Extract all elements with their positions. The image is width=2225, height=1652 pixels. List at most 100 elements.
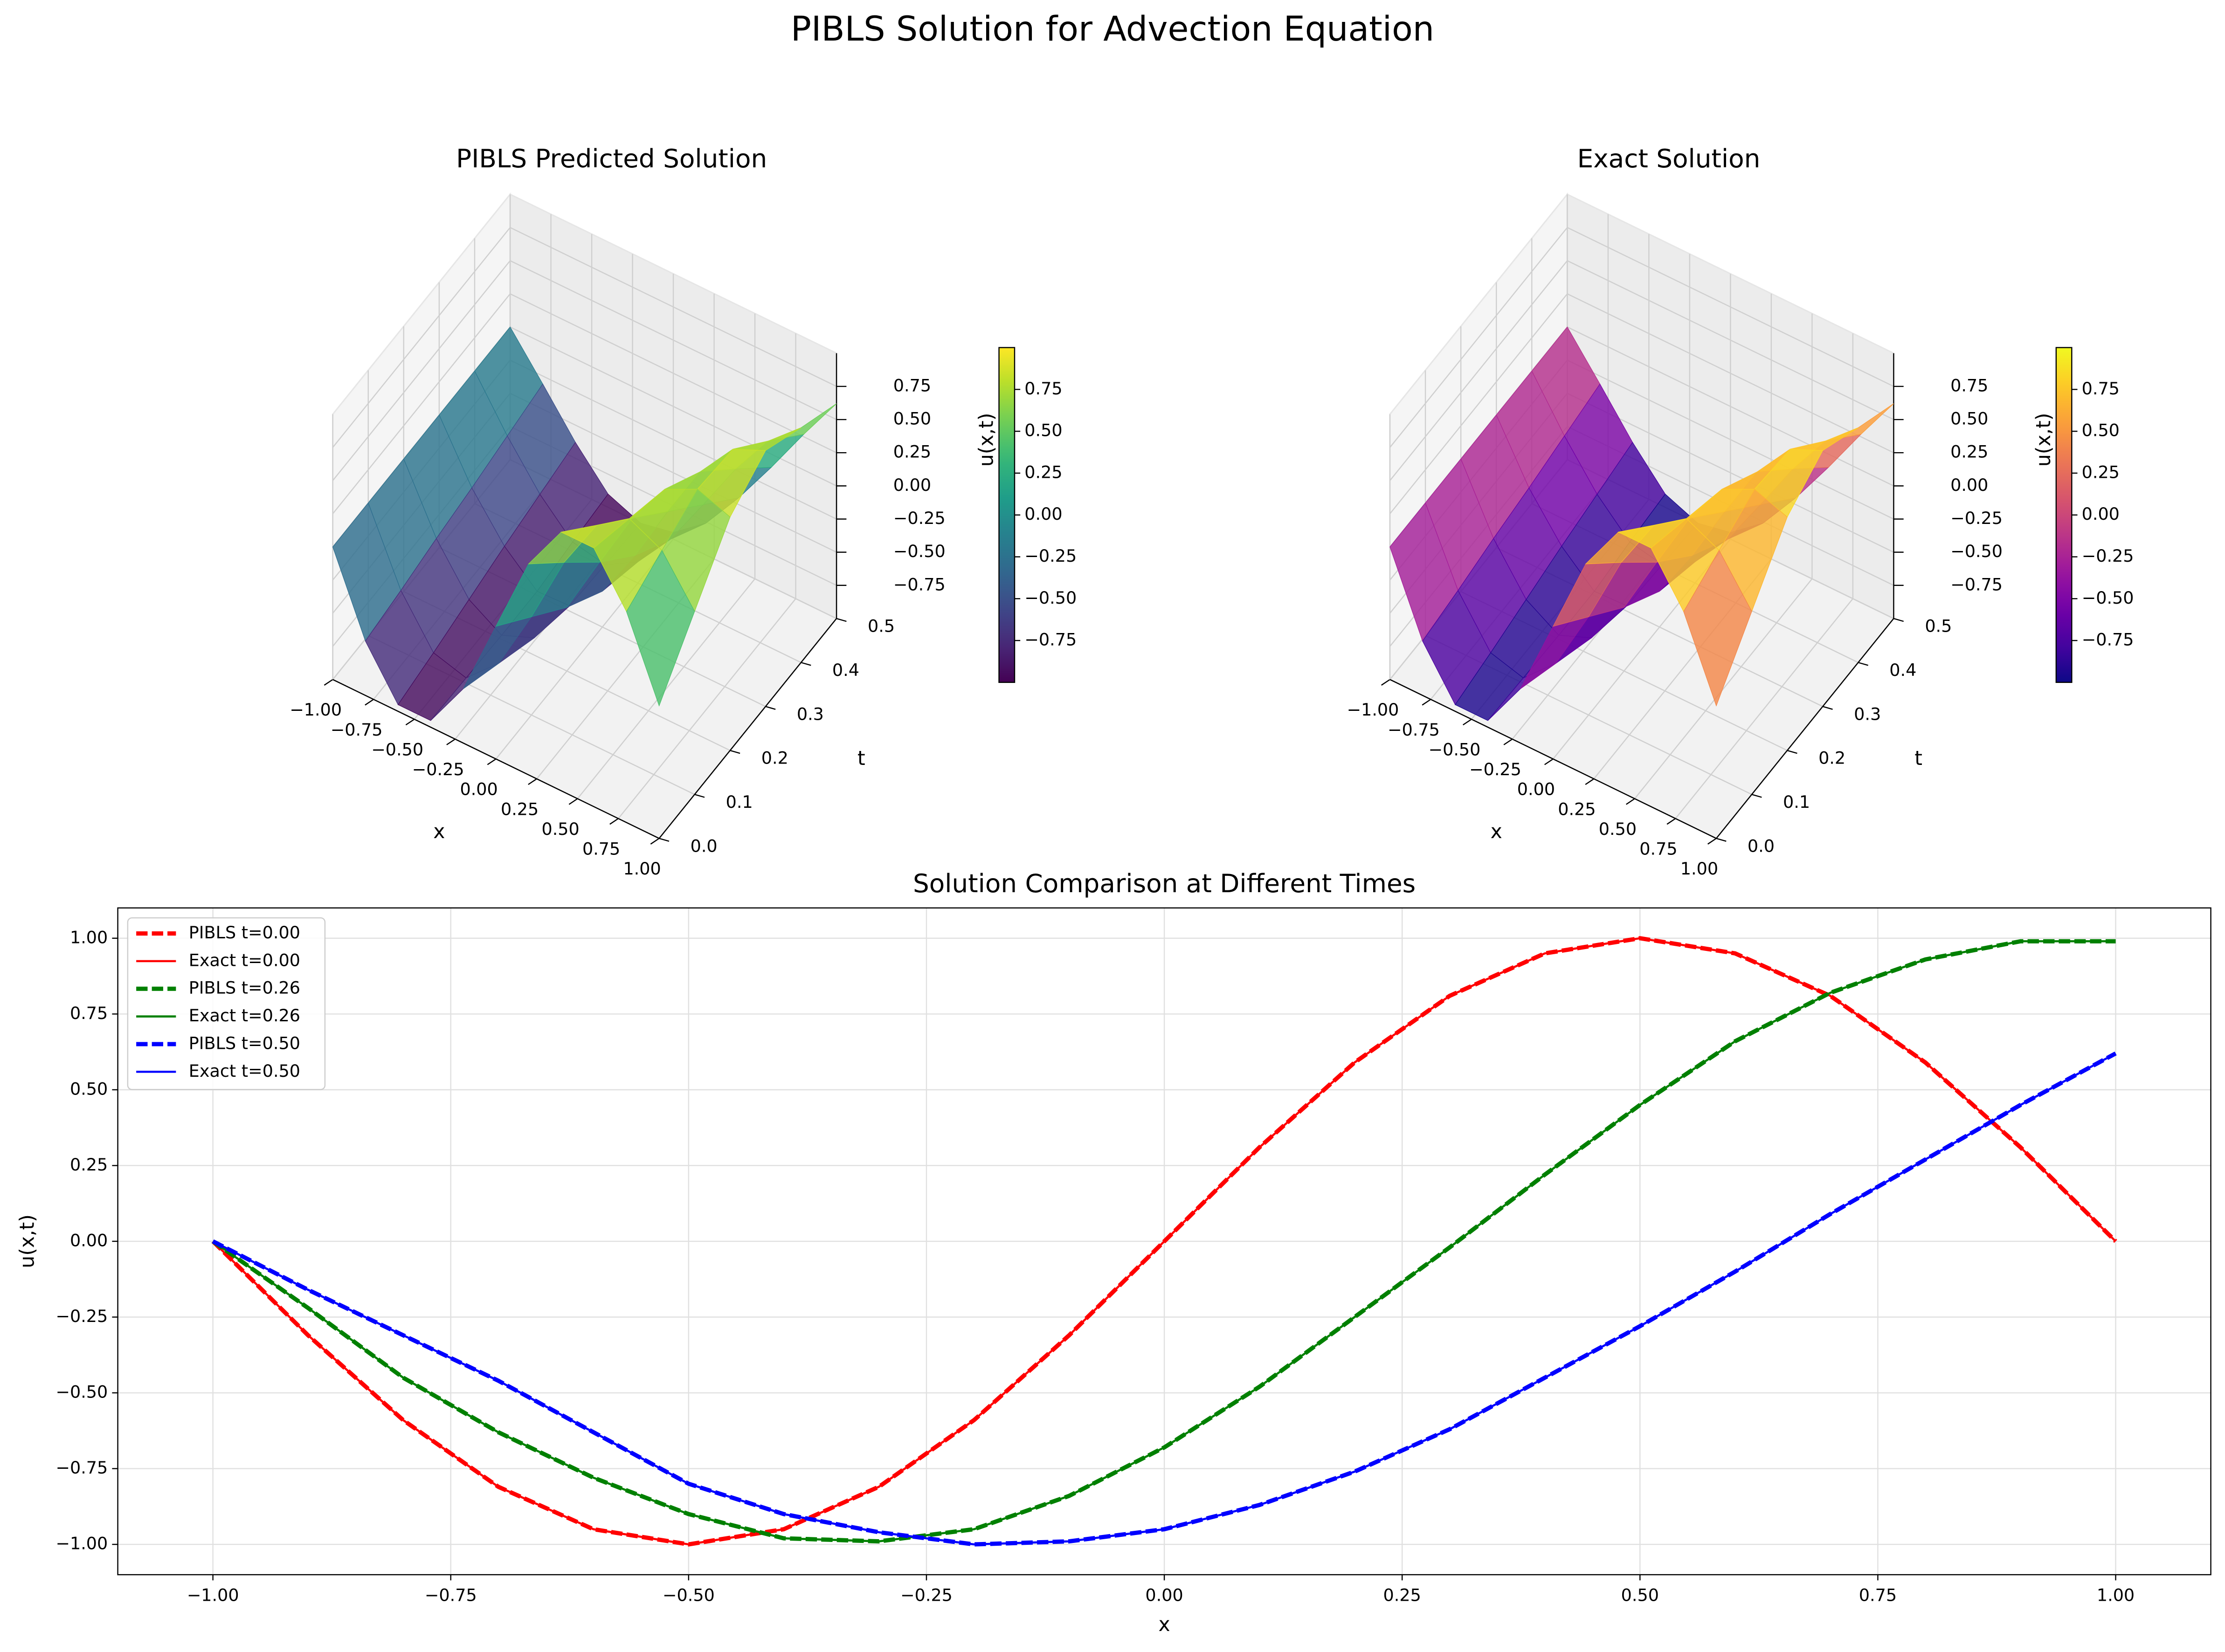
z-tick-label: −0.25 (1950, 508, 2003, 528)
grid-line (1675, 598, 1853, 819)
x-tick-label: 0.50 (541, 819, 579, 839)
y-tick-label: 0.2 (761, 748, 788, 768)
x-tick-label: 0.25 (1383, 1585, 1421, 1605)
colorbar-label: u(x,t) (2032, 413, 2055, 467)
y-tick-label: 0.00 (70, 1230, 108, 1250)
y-tick-label: 0.3 (1854, 704, 1881, 724)
y-tick-label: 0.3 (797, 704, 824, 724)
grid-line (510, 326, 837, 487)
colorbar-tick-label: −0.25 (2082, 546, 2134, 566)
y-tick-label: 0.1 (1783, 792, 1810, 812)
legend-label: Exact t=0.00 (189, 950, 300, 970)
legend (127, 917, 326, 1090)
x-tick-label: −0.25 (1469, 759, 1521, 779)
colorbar-tick-label: −0.75 (1024, 630, 1077, 650)
tick-mark (694, 794, 705, 798)
tick-mark (1544, 758, 1554, 765)
y-tick-label: 0.4 (832, 660, 859, 680)
y-tick-label: 1.00 (70, 927, 108, 947)
y-tick-label: −0.50 (55, 1382, 108, 1402)
x-tick-label: −0.50 (663, 1585, 715, 1605)
y-axis-label: u(x,t) (15, 1214, 39, 1268)
grid-line (332, 293, 511, 514)
y-axis-label: t (1914, 747, 1922, 770)
x-tick-label: −0.75 (331, 720, 383, 740)
tick-mark (650, 838, 660, 845)
legend-label: Exact t=0.26 (189, 1005, 300, 1026)
colorbar-tick-label: 0.25 (2082, 462, 2120, 482)
axis-line (1389, 679, 1717, 839)
tick-mark (446, 738, 456, 745)
z-tick-label: 0.50 (1950, 409, 1988, 429)
tick-mark (487, 758, 497, 765)
tick-mark (365, 699, 374, 706)
line-series (212, 937, 2117, 1546)
colorbar-tick-label: 0.25 (1024, 462, 1062, 482)
colorbar-tick-label: 0.50 (1024, 420, 1062, 441)
y-tick-label: −1.00 (55, 1534, 108, 1554)
x-tick-label: −1.00 (290, 700, 342, 720)
y-tick-label: 0.25 (70, 1155, 108, 1175)
tick-mark (730, 750, 740, 754)
tick-mark (1751, 794, 1762, 798)
grid-line (1634, 578, 1813, 799)
tick-mark (1666, 818, 1676, 825)
grid-line (510, 293, 837, 454)
colorbar (2055, 347, 2073, 683)
x-tick-label: 0.50 (1599, 819, 1637, 839)
z-tick-label: −0.50 (1950, 541, 2003, 561)
y-tick-label: 0.0 (691, 836, 718, 856)
y-tick-label: 0.2 (1818, 748, 1845, 768)
x-tick-label: −0.25 (900, 1585, 953, 1605)
tick-mark (836, 618, 847, 622)
tick-mark (568, 798, 578, 805)
x-tick-label: −0.25 (412, 759, 464, 779)
tick-mark (1381, 679, 1390, 686)
tick-mark (765, 706, 776, 710)
surface-patch (626, 550, 695, 707)
legend-label: Exact t=0.50 (189, 1061, 300, 1081)
x-tick-label: 1.00 (623, 859, 661, 879)
y-axis-label: t (857, 747, 865, 770)
colorbar-tick-label: −0.50 (1024, 588, 1077, 608)
legend-label: PIBLS t=0.26 (189, 978, 300, 998)
grid-line (1389, 260, 1568, 481)
x-tick-label: −0.50 (371, 739, 423, 759)
tick-mark (528, 778, 537, 785)
panel-title: Exact Solution (1577, 144, 1761, 173)
y-tick-label: 0.75 (70, 1003, 108, 1023)
tick-mark (324, 679, 333, 686)
grid-line (332, 227, 511, 448)
z-tick-label: −0.75 (1950, 574, 2003, 594)
tick-mark (1422, 699, 1431, 706)
x-tick-label: 1.00 (2097, 1585, 2135, 1605)
tick-mark (1626, 798, 1635, 805)
y-tick-label: −0.75 (55, 1458, 108, 1478)
axis-line (332, 679, 660, 839)
x-axis-label: x (1491, 820, 1502, 843)
z-tick-label: 0.25 (893, 442, 931, 462)
grid-line (510, 392, 837, 553)
grid-line (332, 260, 511, 481)
x-tick-label: −1.00 (1347, 700, 1399, 720)
z-tick-label: 0.25 (1950, 442, 1988, 462)
grid-line (510, 227, 837, 387)
tick-mark (1858, 662, 1868, 666)
y-tick-label: 0.5 (868, 616, 895, 636)
x-tick-label: 0.75 (1639, 839, 1677, 859)
tick-mark (405, 718, 415, 726)
grid-line (510, 260, 837, 420)
z-tick-label: −0.25 (893, 508, 946, 528)
x-tick-label: 1.00 (1680, 859, 1718, 879)
colorbar-tick-label: −0.75 (2082, 630, 2134, 650)
x-tick-label: 0.00 (1517, 779, 1555, 799)
surface-patch (1683, 550, 1752, 707)
x-tick-label: −0.75 (1388, 720, 1440, 740)
grid-line (577, 578, 756, 799)
grid-line (1567, 326, 1894, 487)
y-tick-label: −0.25 (55, 1306, 108, 1326)
axis-line (658, 618, 837, 839)
grid-line (1567, 392, 1894, 553)
line-series (212, 1052, 2116, 1546)
